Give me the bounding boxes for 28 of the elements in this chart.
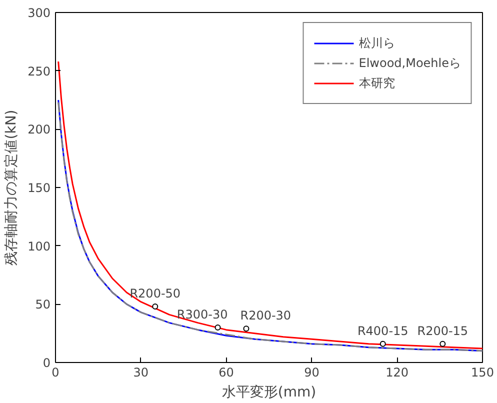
annotation: R300-30 xyxy=(176,308,228,322)
x-tick-label: 90 xyxy=(304,366,320,380)
x-tick-label: 0 xyxy=(52,366,60,380)
x-tick-label: 60 xyxy=(218,366,234,380)
point xyxy=(440,340,446,347)
y-axis-title: 残存軸耐力の算定値(kN) xyxy=(4,110,20,266)
x-tick-label: 120 xyxy=(386,366,409,380)
y-tick-label: 100 xyxy=(28,239,50,254)
annotation: R200-30 xyxy=(240,308,292,323)
y-tick-label: 150 xyxy=(28,181,50,195)
x-axis-title: 水平変形(mm) xyxy=(222,384,316,400)
legend-label: 本研究 xyxy=(358,74,395,92)
y-tick-label: 0 xyxy=(42,356,51,370)
point xyxy=(380,340,386,347)
x-tick-label: 150 xyxy=(471,366,494,380)
point xyxy=(152,304,158,310)
y-tick-label: 200 xyxy=(28,122,50,137)
annotation: R400-15 xyxy=(357,324,408,338)
x-tick-label: 30 xyxy=(133,366,149,380)
point xyxy=(214,324,221,330)
annotation: R200-15 xyxy=(417,324,468,338)
y-tick-label: 250 xyxy=(28,64,50,78)
y-tick-label: 300 xyxy=(28,6,50,20)
annotation: R200-50 xyxy=(130,286,181,300)
legend-label: 松川ら xyxy=(358,34,395,52)
point xyxy=(243,326,250,332)
y-tick-label: 50 xyxy=(35,298,51,312)
legend-label: Elwood,Moehleら xyxy=(358,54,461,72)
